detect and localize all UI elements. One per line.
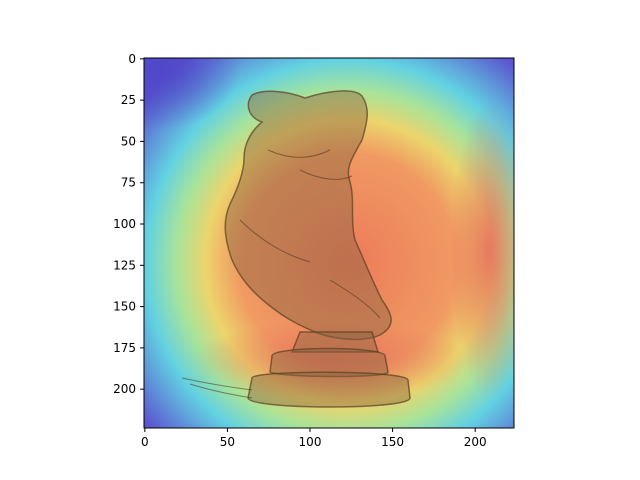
x-tick-label: 200	[464, 435, 487, 449]
heat-hotspot-bottom	[190, 320, 470, 400]
image-axes	[144, 58, 514, 428]
y-tick-label: 0	[128, 52, 136, 66]
y-axis: 0 25 50 75 100 125 150 175 200	[113, 52, 144, 396]
y-tick-label: 25	[121, 93, 136, 107]
y-tick-label: 75	[121, 176, 136, 190]
x-tick-label: 0	[141, 435, 149, 449]
heat-cool-corner	[144, 58, 240, 130]
pedestal-base	[269, 347, 389, 378]
x-tick-label: 150	[381, 435, 404, 449]
y-tick-label: 200	[113, 382, 136, 396]
pedestal-plinth	[247, 371, 411, 408]
y-tick-label: 175	[113, 341, 136, 355]
y-tick-label: 150	[113, 300, 136, 314]
heat-hotspot-right	[450, 100, 514, 400]
x-axis: 0 50 100 150 200	[141, 428, 487, 449]
y-tick-label: 125	[113, 258, 136, 272]
sculpture-image	[224, 90, 411, 408]
x-tick-label: 100	[299, 435, 322, 449]
axes-frame	[143, 57, 515, 429]
sculpture-hatching	[181, 149, 381, 399]
torso-shape	[224, 90, 392, 341]
x-tick-label: 50	[220, 435, 235, 449]
y-tick-label: 50	[121, 134, 136, 148]
y-tick-label: 100	[113, 217, 136, 231]
